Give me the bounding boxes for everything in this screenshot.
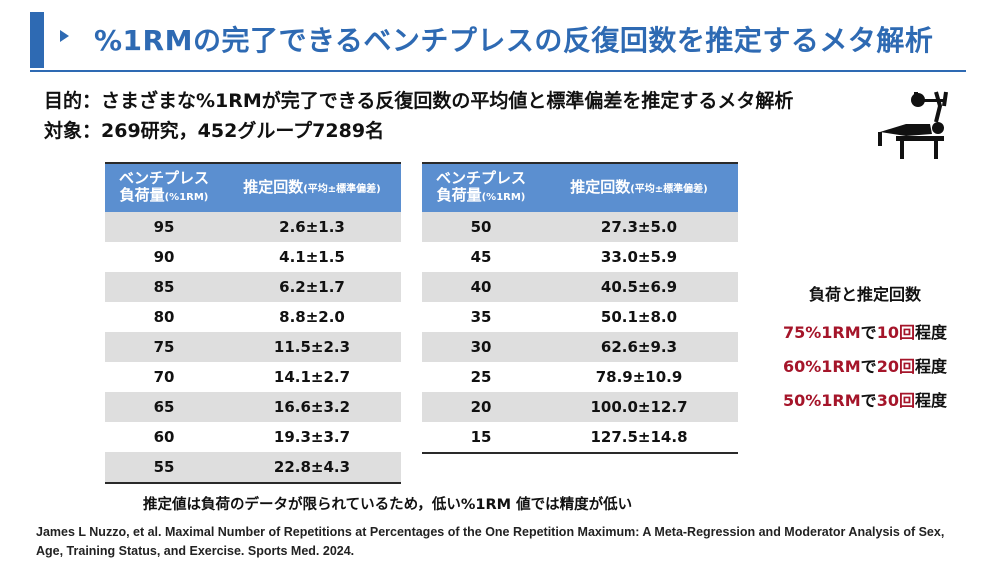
table-row: 85 6.2±1.7 (105, 272, 401, 302)
reps-cell: 14.1±2.7 (223, 362, 401, 392)
reps-cell: 40.5±6.9 (540, 272, 738, 302)
header-reps: 推定回数(平均±標準偏差) (540, 162, 738, 212)
reps-table-left: ベンチプレス 負荷量(%1RM) 推定回数(平均±標準偏差) 95 2.6±1.3… (105, 162, 401, 484)
load-cell: 95 (105, 212, 223, 242)
load-cell: 60 (105, 422, 223, 452)
caveat-note: 推定値は負荷のデータが限られているため，低い%1RM 値では精度が低い (143, 497, 633, 513)
reps-cell: 4.1±1.5 (223, 242, 401, 272)
header-load: ベンチプレス 負荷量(%1RM) (105, 162, 223, 212)
load-cell: 15 (422, 422, 540, 454)
table-row: 35 50.1±8.0 (422, 302, 738, 332)
play-arrow-icon (60, 30, 69, 42)
bench-press-icon (878, 91, 948, 159)
table-row: 90 4.1±1.5 (105, 242, 401, 272)
load-cell: 90 (105, 242, 223, 272)
reps-cell: 22.8±4.3 (223, 452, 401, 484)
reps-cell: 127.5±14.8 (540, 422, 738, 454)
table-row: 20 100.0±12.7 (422, 392, 738, 422)
load-cell: 40 (422, 272, 540, 302)
load-cell: 65 (105, 392, 223, 422)
reps-cell: 78.9±10.9 (540, 362, 738, 392)
load-cell: 50 (422, 212, 540, 242)
title-bar: %1RMの完了できるベンチプレスの反復回数を推定するメタ解析 (30, 10, 966, 72)
reps-cell: 2.6±1.3 (223, 212, 401, 242)
reps-cell: 16.6±3.2 (223, 392, 401, 422)
load-cell: 35 (422, 302, 540, 332)
citation: James L Nuzzo, et al. Maximal Number of … (36, 525, 945, 558)
summary-item: 75%1RMで10回程度 (783, 323, 947, 342)
load-cell: 30 (422, 332, 540, 362)
reps-table-right: ベンチプレス 負荷量(%1RM) 推定回数(平均±標準偏差) 50 27.3±5.… (422, 162, 738, 454)
load-cell: 55 (105, 452, 223, 484)
table-row: 50 27.3±5.0 (422, 212, 738, 242)
reps-cell: 62.6±9.3 (540, 332, 738, 362)
summary-title: 負荷と推定回数 (808, 285, 921, 304)
reps-cell: 33.0±5.9 (540, 242, 738, 272)
table-row: 95 2.6±1.3 (105, 212, 401, 242)
load-cell: 25 (422, 362, 540, 392)
table-row: 40 40.5±6.9 (422, 272, 738, 302)
purpose-line: 目的：さまざまな%1RMが完了できる反復回数の平均値と標準偏差を推定するメタ解析 (44, 90, 794, 112)
summary-box: 負荷と推定回数 75%1RMで10回程度 60%1RMで20回程度 50%1RM… (770, 282, 960, 418)
reps-cell: 11.5±2.3 (223, 332, 401, 362)
table-row: 80 8.8±2.0 (105, 302, 401, 332)
header-reps: 推定回数(平均±標準偏差) (223, 162, 401, 212)
summary-item: 50%1RMで30回程度 (783, 391, 947, 410)
reps-cell: 100.0±12.7 (540, 392, 738, 422)
load-cell: 85 (105, 272, 223, 302)
table-row: 30 62.6±9.3 (422, 332, 738, 362)
load-cell: 80 (105, 302, 223, 332)
subject-line: 対象：269研究，452グループ7289名 (44, 120, 385, 142)
load-cell: 20 (422, 392, 540, 422)
load-cell: 75 (105, 332, 223, 362)
table-row: 15 127.5±14.8 (422, 422, 738, 454)
table-row: 75 11.5±2.3 (105, 332, 401, 362)
slide-title: %1RMの完了できるベンチプレスの反復回数を推定するメタ解析 (94, 24, 934, 57)
table-row: 55 22.8±4.3 (105, 452, 401, 484)
header-load: ベンチプレス 負荷量(%1RM) (422, 162, 540, 212)
reps-cell: 8.8±2.0 (223, 302, 401, 332)
reps-cell: 50.1±8.0 (540, 302, 738, 332)
reps-cell: 27.3±5.0 (540, 212, 738, 242)
load-cell: 70 (105, 362, 223, 392)
load-cell: 45 (422, 242, 540, 272)
title-accent-bar (30, 12, 44, 68)
table-row: 65 16.6±3.2 (105, 392, 401, 422)
table-row: 25 78.9±10.9 (422, 362, 738, 392)
table-row: 45 33.0±5.9 (422, 242, 738, 272)
table-row: 60 19.3±3.7 (105, 422, 401, 452)
reps-cell: 6.2±1.7 (223, 272, 401, 302)
reps-cell: 19.3±3.7 (223, 422, 401, 452)
table-row: 70 14.1±2.7 (105, 362, 401, 392)
summary-item: 60%1RMで20回程度 (783, 357, 947, 376)
